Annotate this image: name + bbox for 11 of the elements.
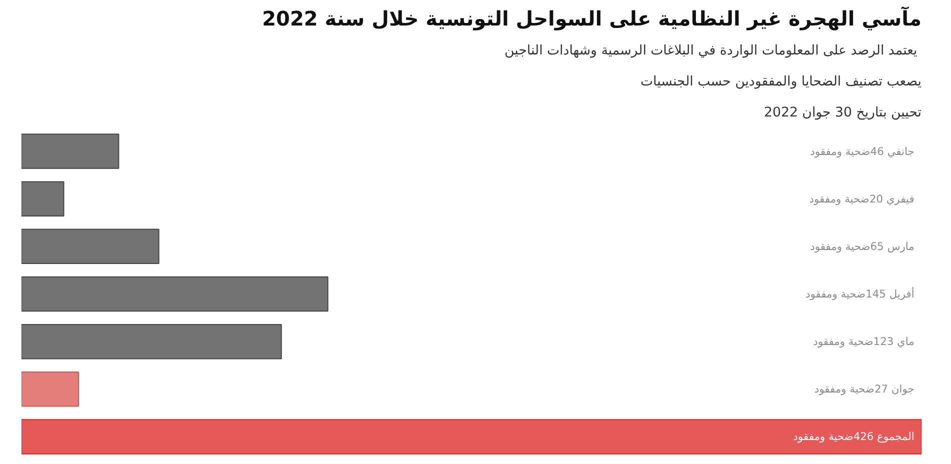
- chart-subtitle: يعتمد الرصد على المعلومات الواردة في البلاغات الرسمية وشهادات الناجين: [504, 44, 918, 58]
- text: تحيين بتاريخ 30 جوان 2022: [764, 106, 922, 120]
- text: يصعب تصنيف الضحايا والمفقودين حسب الجنسيات: [640, 74, 922, 90]
- data-label: المجموع 426ضحية ومفقود: [793, 430, 914, 444]
- data-label: فيفري 20ضحية ومفقود: [809, 192, 914, 206]
- data-label: جوان 27ضحية ومفقود: [814, 382, 914, 396]
- data-label: جانفي 46ضحية ومفقود: [810, 144, 914, 158]
- chart-title: مآسي الهجرة غير النظامية على السواحل التونسية خلال سنة 2022: [262, 6, 922, 30]
- data-label: ماي 123ضحية ومفقود: [813, 335, 914, 348]
- data-label: مارس 65ضحية ومفقود: [810, 240, 914, 253]
- data-label: أفريل 145ضحية ومفقود: [805, 286, 914, 300]
